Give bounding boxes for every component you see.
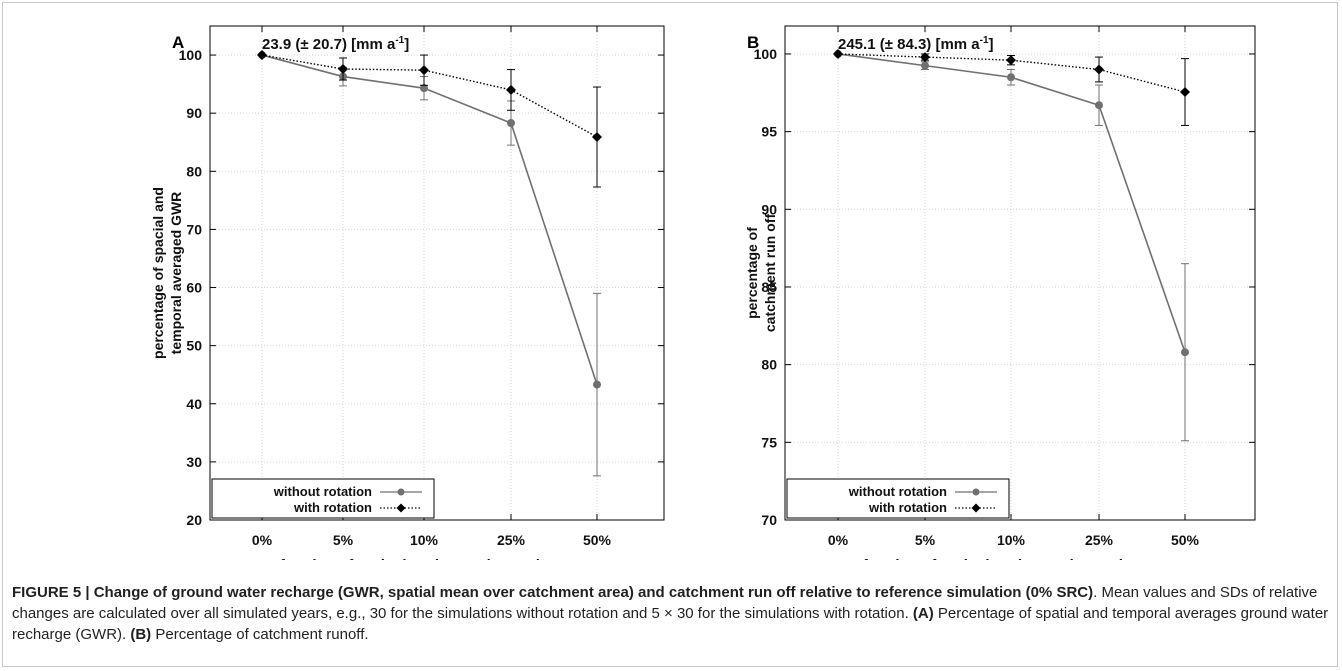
caption-title: FIGURE 5 | Change of ground water rechar… [12, 584, 1094, 601]
legend-label: with rotation [868, 500, 947, 515]
data-point [1094, 64, 1104, 75]
series-line [837, 53, 1186, 93]
y-tick-label: 95 [761, 124, 777, 140]
x-tick-label: 0% [828, 532, 849, 548]
data-point [1180, 87, 1190, 98]
legend-label: without rotation [273, 484, 372, 499]
data-point [592, 132, 602, 143]
series-line [261, 54, 598, 138]
y-tick-label: 85 [761, 279, 777, 295]
plot-frame [209, 25, 665, 521]
caption-body: . Mean values and SDs of relative change… [12, 584, 1318, 622]
data-point [506, 84, 516, 95]
caption-a-label: (A) [912, 605, 934, 622]
y-axis-label: percentage of spacial and [150, 187, 166, 359]
x-tick-label: 25% [497, 532, 526, 548]
panel-label: A [172, 33, 184, 52]
y-tick-label: 70 [761, 512, 777, 528]
x-tick-label: 25% [1085, 532, 1114, 548]
annotation-text: 245.1 (± 84.3) [mm a-1] [838, 35, 994, 53]
data-point [921, 61, 929, 70]
y-tick-label: 100 [754, 46, 778, 62]
y-tick-label: 80 [761, 357, 777, 373]
data-point [419, 65, 429, 76]
data-point [920, 52, 930, 63]
series-with-rotation [833, 48, 1190, 126]
caption-b-label: (B) [130, 626, 152, 643]
x-tick-label: 50% [583, 532, 612, 548]
y-axis-label: percentage of [744, 227, 760, 319]
legend-marker [397, 488, 405, 496]
y-tick-label: 30 [186, 454, 202, 470]
data-point [593, 380, 601, 389]
figure-caption: FIGURE 5 | Change of ground water rechar… [12, 582, 1330, 645]
y-tick-label: 100 [179, 47, 203, 63]
legend-label: with rotation [293, 500, 372, 515]
y-tick-label: 90 [761, 201, 777, 217]
y-axis-label: catchment run off [762, 214, 778, 333]
chart-panel-a: 20 30 40 50 60 70 80 90 100 0% 5% 10% 25% 50% fraction… [150, 25, 665, 560]
annotation-text: 23.9 (± 20.7) [mm a-1] [262, 35, 409, 53]
data-point [420, 84, 428, 93]
x-tick-label: 5% [333, 532, 354, 548]
legend-box [786, 478, 1010, 519]
data-point [507, 119, 515, 128]
y-tick-label: 40 [186, 396, 202, 412]
x-tick-label: 5% [915, 532, 936, 548]
x-tick-label: 50% [1171, 532, 1200, 548]
x-tick-label: 0% [252, 532, 273, 548]
y-tick-label: 60 [186, 280, 202, 296]
y-tick-label: 20 [186, 512, 202, 528]
x-axis-label: fraction of agricultural area changed to… [280, 557, 594, 560]
y-tick-label: 75 [761, 434, 777, 450]
panel-label: B [747, 33, 759, 52]
chart-panel-b: 70 75 80 85 90 95 100 0% 5% 10% 25% 50% fraction of … [744, 25, 1256, 560]
legend-box [211, 478, 435, 519]
y-axis-label: temporal averaged GWR [168, 192, 184, 355]
data-point [1181, 348, 1189, 357]
legend-label: without rotation [848, 484, 947, 499]
legend-marker [972, 488, 980, 496]
plot-frame [784, 25, 1256, 521]
caption-b-text: Percentage of catchment runoff. [151, 626, 369, 643]
x-tick-label: 10% [997, 532, 1026, 548]
x-axis-label: fraction of agricultural area changed to… [863, 557, 1177, 560]
data-point [833, 48, 843, 59]
series-line [261, 54, 598, 385]
y-tick-label: 90 [186, 105, 202, 121]
y-tick-label: 50 [186, 338, 202, 354]
data-point [1007, 73, 1015, 82]
data-point [1095, 101, 1103, 110]
y-tick-label: 70 [186, 221, 202, 237]
legend-marker [971, 503, 981, 513]
y-tick-label: 80 [186, 163, 202, 179]
x-tick-label: 10% [410, 532, 439, 548]
data-point [257, 50, 267, 61]
data-point [1006, 55, 1016, 66]
series-with-rotation [257, 50, 602, 188]
caption-a-text: Percentage of spatial and temporal avera… [12, 605, 1329, 643]
charts-canvas: 20 30 40 50 60 70 80 90 100 0% 5% 10% 25% 50% fraction… [150, 25, 1256, 560]
legend-marker [396, 503, 406, 513]
series-without-rotation [258, 51, 601, 477]
data-point [338, 64, 348, 75]
